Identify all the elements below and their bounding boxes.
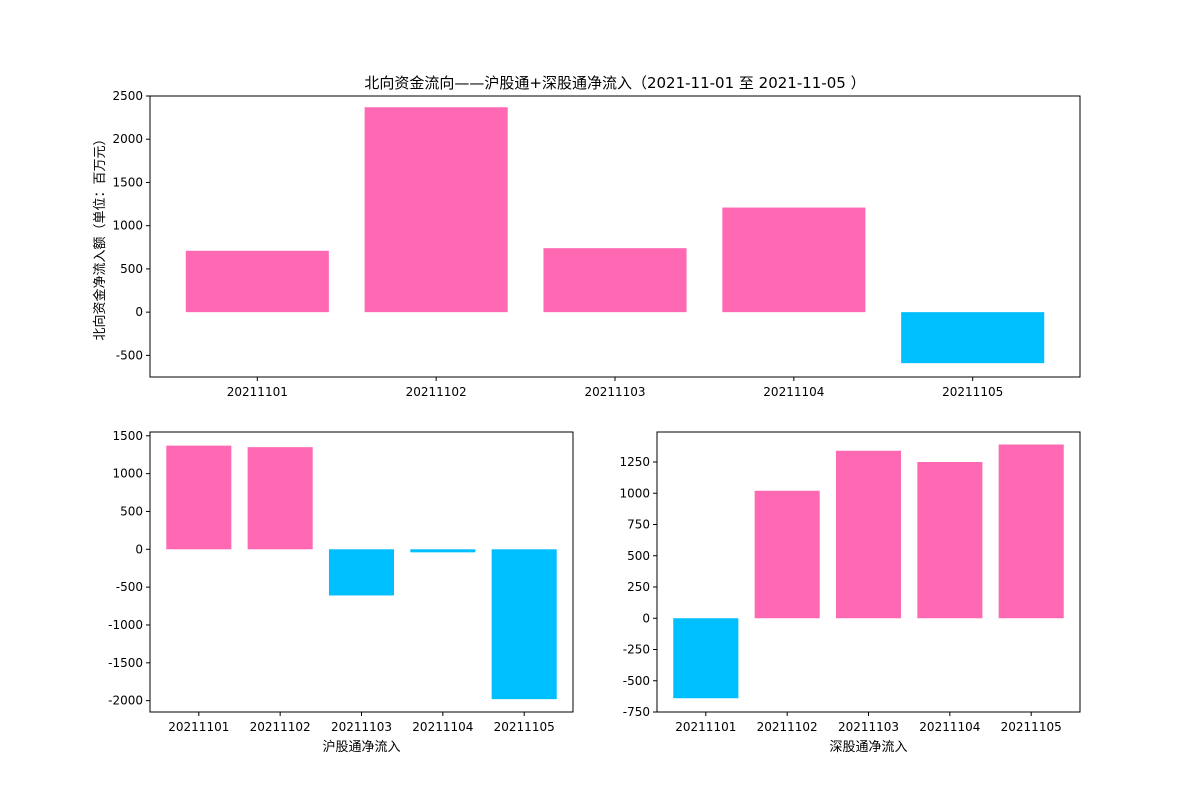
- bar-top-20211101: [185, 250, 329, 313]
- ytick-label-right: -750: [623, 705, 650, 719]
- bar-right-20211102: [754, 490, 820, 619]
- ytick-label-right: 500: [627, 549, 650, 563]
- bar-top-20211102: [364, 107, 508, 313]
- bar-top-20211103: [543, 248, 687, 313]
- xtick-label-right: 20211104: [919, 720, 980, 734]
- bar-right-20211101: [673, 618, 739, 699]
- bar-top-20211104: [722, 207, 866, 313]
- subplot-left: -2000 -1500 -1000 -500 0 500 1000 1500 20211101 2…: [108, 429, 574, 755]
- subplot-right: -750 -500 -250 0 250 500 750 1000 1250 20211101 20…: [619, 431, 1081, 755]
- ytick-label-left: 1500: [112, 429, 143, 443]
- bar-right-20211103: [835, 450, 902, 619]
- bar-left-20211104: [410, 549, 476, 553]
- ytick-label-left: -2000: [108, 694, 143, 708]
- xtick-label-left: 20211105: [494, 720, 555, 734]
- xtick-label-right: 20211103: [838, 720, 899, 734]
- xtick-label-top: 20211102: [406, 385, 467, 399]
- xtick-label-right: 20211105: [1001, 720, 1062, 734]
- ytick-label-left: -1000: [108, 618, 143, 632]
- ytick-label-top: -500: [116, 348, 143, 362]
- xtick-label-left: 20211102: [250, 720, 311, 734]
- bar-left-20211102: [247, 447, 313, 550]
- xtick-label-right: 20211102: [757, 720, 818, 734]
- xtick-label-right: 20211101: [675, 720, 736, 734]
- ytick-label-top: 2500: [112, 89, 143, 103]
- y-axis-label-top: 北向资金净流入额（单位：百万元）: [92, 132, 108, 340]
- ytick-label-right: -500: [623, 674, 650, 688]
- x-axis-label-right: 深股通净流入: [829, 740, 907, 755]
- ytick-label-left: -500: [116, 580, 143, 594]
- bar-left-20211101: [166, 445, 232, 550]
- bar-left-20211103: [328, 549, 395, 596]
- ytick-label-top: 1000: [112, 219, 143, 233]
- ytick-label-right: 0: [642, 611, 650, 625]
- ytick-label-top: 0: [135, 305, 143, 319]
- ytick-label-right: 1250: [619, 455, 650, 469]
- bar-top-20211105: [901, 312, 1045, 364]
- ytick-label-right: 750: [627, 518, 650, 532]
- subplot-top: -500 0 500 1000 1500 2000 2500 20211101 20211102…: [92, 74, 1081, 399]
- ytick-label-top: 2000: [112, 132, 143, 146]
- x-axis-label-left: 沪股通净流入: [322, 739, 400, 755]
- xtick-label-left: 20211103: [331, 720, 392, 734]
- xtick-label-left: 20211101: [168, 720, 229, 734]
- ytick-label-left: 0: [135, 542, 143, 556]
- ytick-label-top: 1500: [112, 175, 143, 189]
- ytick-label-right: -250: [623, 643, 650, 657]
- xtick-label-top: 20211105: [942, 385, 1003, 399]
- ytick-label-right: 1000: [619, 486, 650, 500]
- ytick-label-left: 500: [120, 504, 143, 518]
- bar-right-20211104: [917, 462, 983, 619]
- chart-title: 北向资金流向——沪股通+深股通净流入（2021-11-01 至 2021-11-…: [364, 74, 865, 92]
- bar-right-20211105: [998, 444, 1064, 619]
- ytick-label-left: 1000: [112, 467, 143, 481]
- bar-left-20211105: [491, 549, 557, 700]
- ytick-label-top: 500: [120, 262, 143, 276]
- ytick-label-left: -1500: [108, 656, 143, 670]
- ytick-label-right: 250: [627, 580, 650, 594]
- xtick-label-top: 20211104: [763, 385, 824, 399]
- xtick-label-left: 20211104: [412, 720, 473, 734]
- xtick-label-top: 20211101: [227, 385, 288, 399]
- xtick-label-top: 20211103: [584, 385, 645, 399]
